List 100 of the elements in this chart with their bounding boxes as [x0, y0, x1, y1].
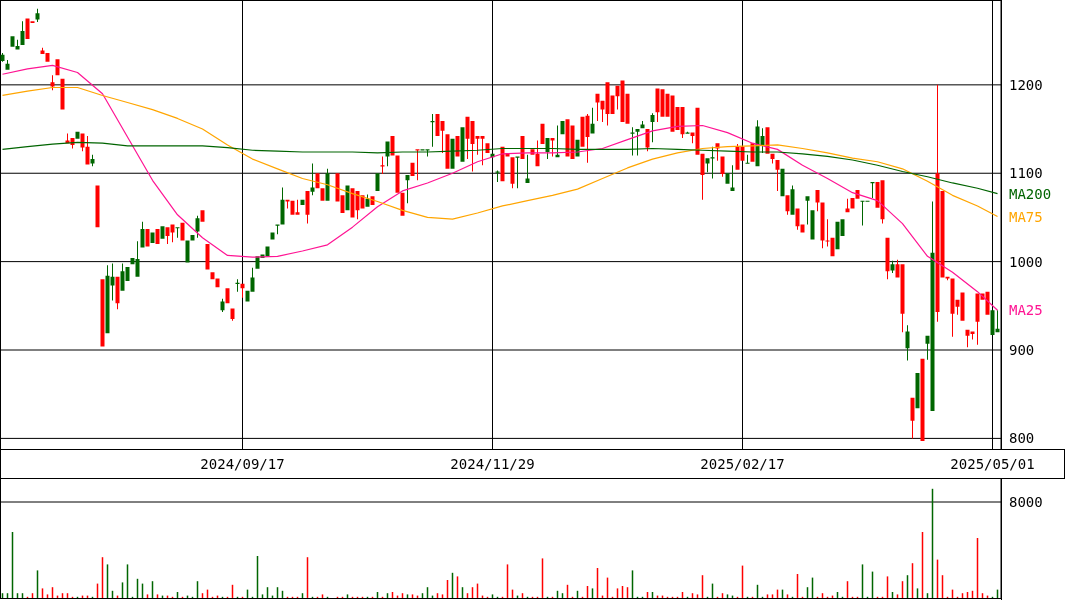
- candlestick: [35, 8, 40, 23]
- candlestick: [810, 210, 815, 240]
- candlestick: [395, 155, 400, 193]
- candlestick: [20, 21, 25, 46]
- candlestick: [920, 358, 925, 442]
- candlestick: [100, 279, 105, 347]
- y-tick-label: 800: [1009, 430, 1035, 447]
- candlestick: [780, 168, 785, 197]
- candlestick: [375, 173, 380, 191]
- candlestick: [225, 288, 230, 304]
- series-label: MA200: [1009, 185, 1052, 202]
- candlestick: [510, 157, 515, 189]
- candlestick: [590, 107, 595, 134]
- candlestick: [180, 222, 185, 241]
- candlestick: [235, 279, 240, 292]
- x-tick-label: 2024/09/17: [200, 456, 285, 472]
- candlestick: [415, 149, 420, 181]
- y-tick-label: 1200: [1009, 76, 1043, 93]
- candlestick: [905, 325, 910, 361]
- candlestick: [425, 149, 430, 157]
- candlestick: [190, 235, 195, 241]
- candlestick: [60, 78, 65, 110]
- candlestick: [325, 168, 330, 201]
- candlestick: [515, 156, 520, 189]
- candlestick: [115, 276, 120, 310]
- y-tick-label: 8000: [1009, 494, 1043, 510]
- candlestick: [730, 165, 735, 191]
- candlestick: [320, 188, 325, 201]
- candlestick: [535, 140, 540, 167]
- series-label: MA75: [1009, 208, 1043, 225]
- y-tick-label: 1100: [1009, 165, 1043, 182]
- candlestick: [680, 106, 685, 138]
- candlestick: [960, 292, 965, 321]
- candlestick: [495, 170, 500, 183]
- candlestick: [885, 237, 890, 280]
- candlestick: [915, 372, 920, 409]
- candlestick: [220, 298, 225, 312]
- candlestick: [75, 131, 80, 139]
- candlestick: [910, 397, 915, 439]
- candlestick: [380, 156, 385, 175]
- candlestick: [295, 199, 300, 215]
- candlestick: [770, 153, 775, 164]
- candlestick: [170, 224, 175, 243]
- candlestick: [275, 224, 280, 235]
- candlestick: [540, 123, 545, 145]
- candlestick: [140, 221, 145, 248]
- candlestick: [390, 136, 395, 156]
- candlestick: [785, 195, 790, 215]
- candlestick: [270, 232, 275, 240]
- x-tick-label: 2024/11/29: [450, 456, 535, 472]
- candlestick: [815, 190, 820, 212]
- candlestick: [205, 243, 210, 270]
- candlestick: [400, 192, 405, 216]
- candlestick: [775, 159, 780, 191]
- candlestick: [300, 199, 305, 206]
- candlestick: [135, 241, 140, 277]
- x-tick-label: 2025/02/17: [700, 456, 785, 472]
- candlestick: [5, 60, 10, 70]
- candlestick: [305, 190, 310, 224]
- candlestick: [50, 75, 55, 91]
- y-tick-label: 1000: [1009, 253, 1043, 270]
- candlestick: [145, 228, 150, 247]
- candlestick: [585, 114, 590, 163]
- series-label: MA25: [1009, 302, 1043, 319]
- candlestick: [365, 194, 370, 207]
- candlestick: [560, 121, 565, 135]
- candlestick: [710, 146, 715, 179]
- candlestick: [280, 187, 285, 225]
- candlestick: [485, 143, 490, 153]
- candlestick: [445, 134, 450, 169]
- candlestick: [185, 240, 190, 263]
- candlestick: [0, 53, 5, 62]
- candlestick: [85, 136, 90, 165]
- candlestick: [55, 59, 60, 76]
- candlestick: [870, 182, 875, 198]
- candlestick: [230, 308, 235, 321]
- candlestick: [160, 226, 165, 239]
- y-tick-label: 900: [1009, 342, 1035, 359]
- candlestick: [890, 260, 895, 274]
- candlestick: [150, 232, 155, 244]
- candlestick: [430, 114, 435, 147]
- line-series: [1, 86, 999, 220]
- candlestick: [930, 201, 935, 411]
- candlestick: [265, 246, 270, 257]
- candlestick: [410, 162, 415, 176]
- candlestick: [405, 175, 410, 204]
- candlestick: [90, 154, 95, 167]
- candlestick: [985, 291, 990, 315]
- line-series: [1, 64, 999, 311]
- candlestick: [195, 215, 200, 238]
- candlestick: [200, 210, 205, 222]
- candlestick: [900, 264, 905, 333]
- candlestick: [820, 202, 825, 249]
- candlestick: [310, 163, 315, 196]
- candlestick: [155, 228, 160, 244]
- candlestick: [95, 185, 100, 228]
- candlestick: [845, 198, 850, 213]
- x-tick-label: 2025/05/01: [950, 456, 1035, 472]
- candlestick: [240, 283, 245, 298]
- candlestick: [745, 154, 750, 164]
